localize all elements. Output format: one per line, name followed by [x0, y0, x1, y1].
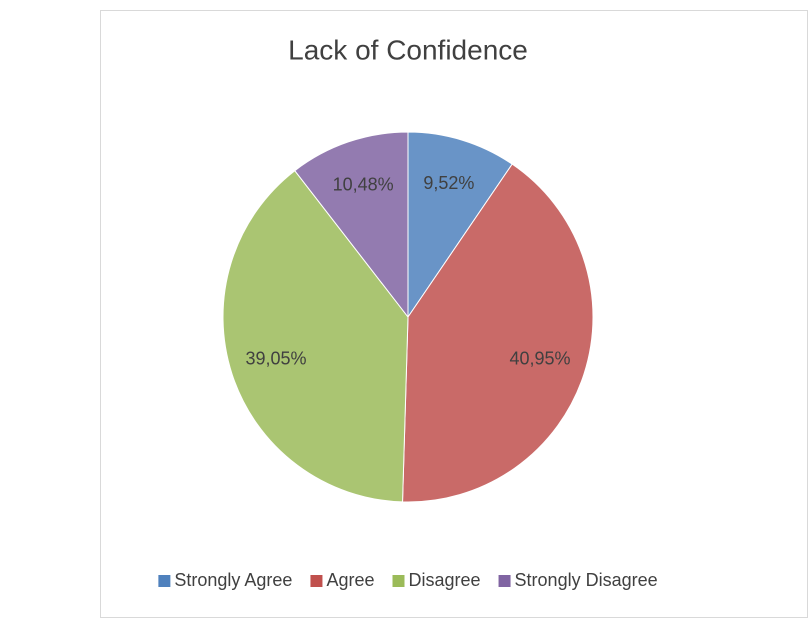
page: Lack of Confidence 9,52% 40,95% 39,05% 10,4…: [0, 0, 808, 618]
legend-label: Agree: [326, 570, 374, 590]
chart-title: Lack of Confidence: [288, 34, 528, 65]
legend-swatch: [158, 575, 170, 587]
legend-label: Strongly Agree: [174, 570, 292, 590]
data-label: 40,95%: [509, 349, 570, 369]
legend-swatch: [310, 575, 322, 587]
legend-swatch: [393, 575, 405, 587]
data-label: 39,05%: [246, 349, 307, 369]
chart: Lack of Confidence 9,52% 40,95% 39,05% 10,4…: [0, 0, 808, 618]
legend-label: Disagree: [409, 570, 481, 590]
data-label: 10,48%: [333, 174, 394, 194]
data-label: 9,52%: [423, 173, 474, 193]
legend-label: Strongly Disagree: [515, 570, 658, 590]
legend-swatch: [499, 575, 511, 587]
